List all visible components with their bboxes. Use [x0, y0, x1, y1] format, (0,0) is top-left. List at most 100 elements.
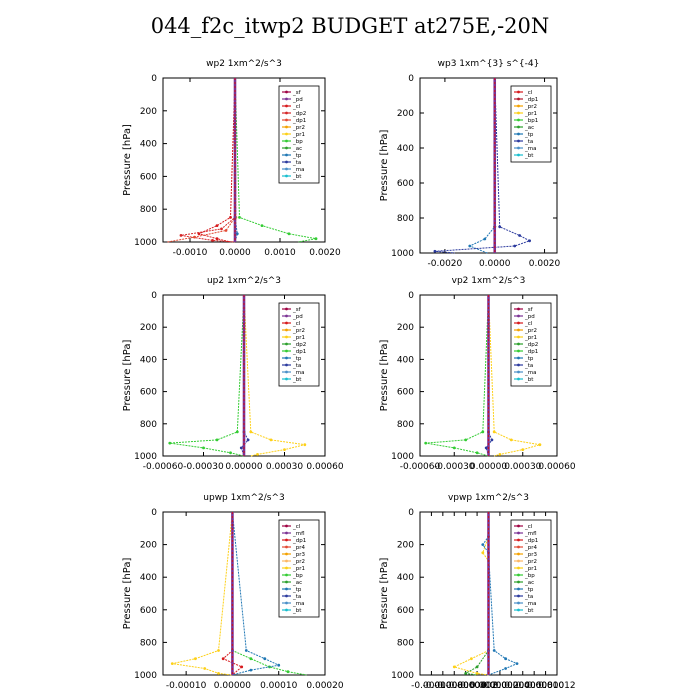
data-point	[475, 672, 479, 675]
legend-label-pr1: _pr1	[292, 335, 305, 341]
legend-label-pd: _pd	[292, 97, 303, 103]
legend-marker	[285, 587, 288, 591]
legend-marker	[285, 342, 288, 346]
legend-marker	[285, 321, 288, 325]
legend-marker	[285, 545, 288, 549]
data-point	[498, 453, 502, 456]
y-tick-label: 600	[140, 172, 157, 182]
legend-marker	[517, 97, 520, 101]
y-axis-label: Pressure [hPa]	[122, 558, 133, 630]
legend-marker	[517, 594, 520, 598]
data-point	[249, 657, 253, 661]
data-point	[528, 239, 531, 243]
y-tick-label: 200	[397, 541, 414, 551]
legend-label-bt: _bt	[292, 608, 302, 614]
legend-marker	[517, 342, 520, 346]
data-point	[515, 662, 519, 665]
data-point	[498, 225, 502, 229]
x-tick-label: 0.0000	[219, 248, 251, 258]
legend-label-dp2: _dp2	[292, 111, 306, 117]
series-line-tp	[231, 511, 281, 676]
data-point	[484, 446, 488, 450]
data-point	[203, 667, 207, 670]
figure-title: 044_f2c_itwp2 BUDGET at275E,-20N	[150, 14, 550, 38]
data-point	[235, 430, 239, 434]
data-point	[260, 224, 264, 228]
legend-marker	[285, 160, 288, 164]
x-tick-label: -0.00002	[457, 681, 497, 691]
legend-label-dp2: _dp2	[292, 342, 306, 348]
data-point	[481, 430, 485, 434]
x-tick-label: 0.00000	[470, 462, 507, 472]
legend-marker	[517, 566, 520, 570]
data-point	[470, 657, 473, 661]
legend-marker	[285, 552, 288, 556]
legend-label-ta: _ta	[524, 363, 533, 369]
chart-panel-4: vp2 1xm^2/s^3 0 200 400 600 800 1000-0.00060-0…	[379, 276, 576, 472]
data-point	[483, 237, 487, 241]
legend-marker	[285, 370, 288, 374]
series-line-dp1	[169, 294, 245, 457]
legend-marker	[285, 377, 288, 381]
legend-marker	[517, 370, 520, 374]
data-point	[168, 441, 172, 445]
y-tick-label: 400	[140, 140, 157, 150]
chart-title: up2 1xm^2/s^3	[207, 276, 281, 286]
x-tick-label: 0.00004	[493, 681, 530, 691]
data-point	[220, 227, 223, 231]
y-tick-label: 0	[151, 291, 157, 301]
legend-label-dp1: _dp1	[292, 538, 306, 544]
legend-marker	[517, 111, 520, 115]
data-point	[492, 430, 496, 434]
data-point	[303, 443, 307, 447]
x-tick-label: -0.00010	[166, 681, 207, 691]
legend-marker	[517, 349, 520, 353]
legend-marker	[285, 608, 288, 612]
legend-label-pr2: _pr2	[292, 559, 305, 565]
x-tick-label: 0.0020	[529, 259, 561, 269]
y-axis-label: Pressure [hPa]	[379, 340, 390, 412]
legend-marker	[517, 363, 520, 367]
y-tick-label: 800	[140, 638, 157, 648]
y-tick-label: 600	[397, 388, 414, 398]
y-tick-label: 200	[397, 109, 414, 119]
series-line-dp1	[167, 78, 236, 243]
legend-marker	[517, 559, 520, 563]
legend-label-tp: _tp	[292, 356, 302, 362]
legend-marker	[285, 139, 288, 143]
x-tick-label: 0.00030	[504, 462, 541, 472]
y-tick-label: 1000	[391, 452, 414, 462]
legend-label-pr2: _pr2	[524, 559, 537, 565]
legend-marker	[285, 524, 288, 528]
legend-label-cl: _cl	[292, 321, 301, 327]
series-line-dp2	[180, 78, 236, 243]
legend-marker	[517, 118, 520, 122]
legend-marker	[517, 545, 520, 549]
plot-frame	[162, 511, 326, 676]
legend-marker	[285, 531, 288, 535]
legend-label-sf: _sf	[292, 307, 302, 313]
y-tick-label: 1000	[134, 238, 157, 248]
data-point	[249, 668, 253, 672]
legend-label-dp1: _dp1	[524, 538, 538, 544]
legend-marker	[285, 104, 288, 108]
data-point	[269, 438, 273, 442]
legend-marker	[517, 531, 520, 535]
y-tick-label: 1000	[134, 671, 157, 681]
data-point	[170, 662, 174, 665]
legend-label-pr4: _pr4	[524, 545, 538, 551]
x-tick-label: 0.00010	[260, 681, 297, 691]
data-point	[217, 649, 220, 652]
y-tick-label: 0	[151, 508, 157, 518]
data-point	[244, 649, 248, 652]
legend-label-ta: _ta	[292, 160, 301, 166]
x-tick-label: 0.00006	[504, 681, 541, 691]
chart-title: vpwp 1xm^2/s^3	[448, 493, 529, 503]
chart-panel-2: wp3 1xm^{3} s^{-4} 0 200 400 600 800 1000 -0.00…	[379, 59, 561, 269]
legend-marker	[517, 580, 520, 584]
data-point	[277, 663, 281, 667]
y-axis-label: Pressure [hPa]	[122, 124, 133, 196]
legend-label-ma: _ma	[292, 601, 304, 607]
data-point	[433, 249, 437, 253]
